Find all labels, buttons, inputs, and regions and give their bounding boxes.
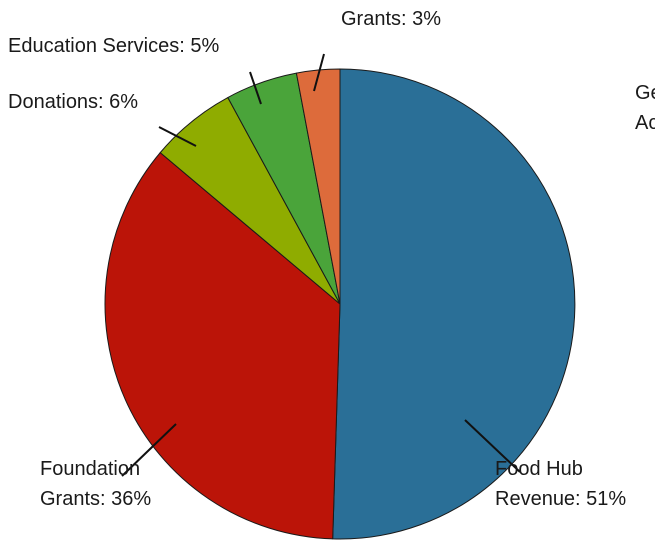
leader-lines — [121, 53, 521, 477]
slice-label-line: Food Hub — [495, 458, 583, 480]
slice-label-education-services: Education Services: 5% — [8, 35, 219, 57]
slice-label-government-grants: GovernmentGrants: 3% — [341, 0, 451, 30]
slice-labels: Food Hub Revenue: 51% Foundation Grants: 36… — [8, 0, 626, 510]
pie-slice-food-hub-revenue — [332, 68, 576, 540]
leader-line-food-hub-revenue — [464, 419, 521, 473]
slice-label-line: Donations: 6% — [8, 91, 138, 113]
pie-slice-government-grants — [295, 68, 341, 305]
slice-label-food-hub-revenue: Food Hub Revenue: 51% — [495, 458, 626, 510]
slice-label-line: Foundation — [40, 458, 140, 480]
leader-line-education-services — [249, 71, 262, 105]
slice-label-line: Education Services: 5% — [8, 35, 219, 57]
pie-slice-foundation-grants — [104, 152, 341, 540]
leader-line-government-grants — [313, 53, 325, 92]
slice-label-foundation-grants: Foundation Grants: 36% — [40, 458, 151, 510]
leader-line-foundation-grants — [121, 423, 177, 477]
clipped-label: Ge Ac — [635, 82, 655, 134]
clipped-label-line-2: Ac — [635, 112, 655, 134]
slice-label-line: Grants: 3% — [341, 8, 441, 30]
slice-label-donations: Donations: 6% — [8, 91, 138, 113]
leader-line-donations — [158, 126, 197, 147]
slice-label-line: Revenue: 51% — [495, 488, 626, 510]
slice-label-line: Grants: 36% — [40, 488, 151, 510]
clipped-label-line-1: Ge — [635, 82, 655, 104]
pie-slices — [104, 68, 576, 540]
